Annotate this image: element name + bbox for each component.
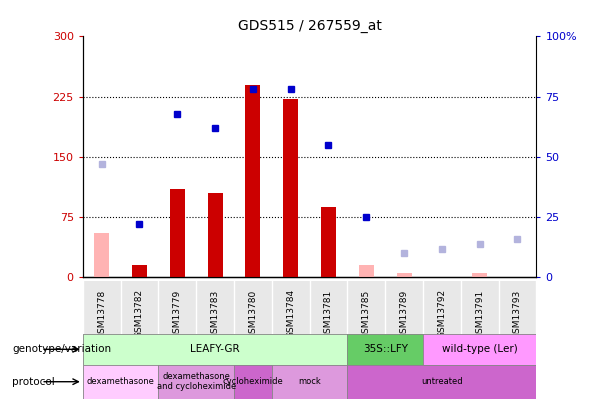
Bar (245, 85, 261, 277)
Bar (207, 193, 223, 277)
Text: cycloheximide: cycloheximide (223, 377, 283, 386)
Text: protocol: protocol (12, 377, 55, 387)
Bar (423, 334, 536, 364)
Text: 35S::LFY: 35S::LFY (363, 344, 408, 354)
Bar (83, 281, 536, 334)
Text: GSM13785: GSM13785 (362, 289, 371, 339)
Bar (272, 364, 348, 399)
Bar (132, 265, 147, 277)
Text: mock: mock (298, 377, 321, 386)
Bar (348, 334, 423, 364)
Text: dexamethasone
and cycloheximide: dexamethasone and cycloheximide (156, 372, 236, 391)
Bar (321, 207, 336, 277)
Text: GSM13793: GSM13793 (513, 289, 522, 339)
Bar (234, 364, 272, 399)
Bar (83, 364, 158, 399)
Bar (158, 364, 234, 399)
Text: GSM13783: GSM13783 (210, 289, 219, 339)
Title: GDS515 / 267559_at: GDS515 / 267559_at (238, 19, 381, 33)
Text: dexamethasone: dexamethasone (86, 377, 154, 386)
Text: GSM13784: GSM13784 (286, 289, 295, 339)
Text: GSM13792: GSM13792 (437, 289, 446, 339)
Text: GSM13781: GSM13781 (324, 289, 333, 339)
Text: GSM13782: GSM13782 (135, 289, 144, 339)
Bar (359, 265, 374, 277)
Bar (397, 273, 412, 277)
Text: GSM13780: GSM13780 (248, 289, 257, 339)
Text: GSM13778: GSM13778 (97, 289, 106, 339)
Text: untreated: untreated (421, 377, 463, 386)
Text: GSM13779: GSM13779 (173, 289, 182, 339)
Bar (83, 334, 348, 364)
Text: GSM13789: GSM13789 (400, 289, 409, 339)
Bar (94, 233, 109, 277)
Bar (348, 364, 536, 399)
Text: LEAFY-GR: LEAFY-GR (190, 344, 240, 354)
Text: genotype/variation: genotype/variation (12, 344, 112, 354)
Bar (170, 189, 185, 277)
Bar (472, 273, 487, 277)
Bar (283, 99, 299, 277)
Text: wild-type (Ler): wild-type (Ler) (442, 344, 517, 354)
Text: GSM13791: GSM13791 (475, 289, 484, 339)
